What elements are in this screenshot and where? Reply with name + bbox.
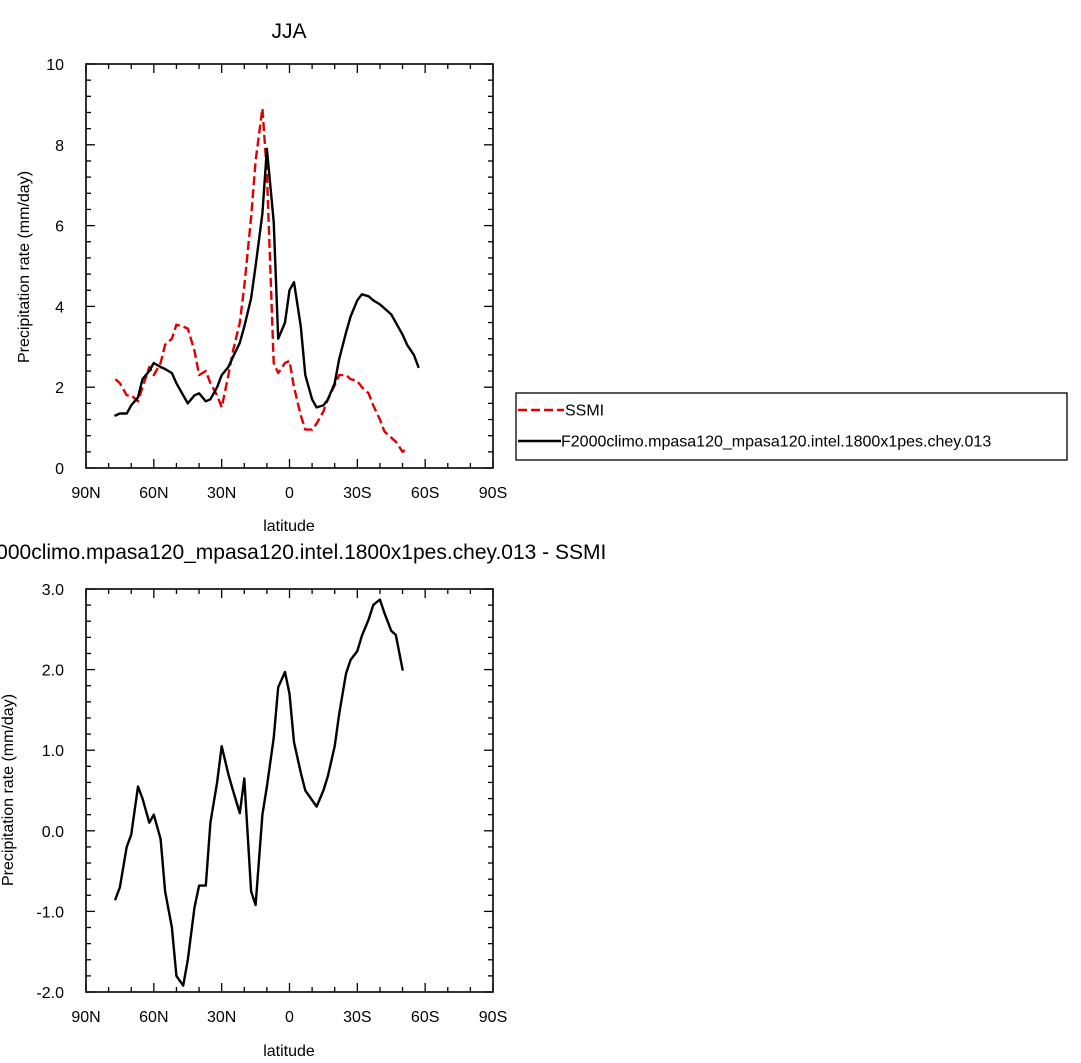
plot-frame xyxy=(85,588,494,993)
y-tick-label: 3.0 xyxy=(42,582,64,599)
y-tick-label: 0 xyxy=(55,461,64,478)
x-tick-label: 0 xyxy=(285,1009,294,1026)
chart-title: F2000climo.mpasa120_mpasa120.intel.1800x… xyxy=(0,541,606,564)
y-tick-label: 0.0 xyxy=(42,824,64,841)
y-tick-label: 8 xyxy=(55,138,64,155)
x-tick-label: 60S xyxy=(411,1009,439,1026)
x-tick-label: 90S xyxy=(479,485,507,502)
x-axis-label: latitude xyxy=(263,518,315,535)
x-tick-label: 90N xyxy=(71,485,100,502)
x-tick-label: 30S xyxy=(343,1009,371,1026)
legend-label-model: F2000climo.mpasa120_mpasa120.intel.1800x… xyxy=(561,434,991,451)
x-tick-label: 30N xyxy=(207,1009,236,1026)
x-tick-label: 60N xyxy=(139,485,168,502)
chart-title: JJA xyxy=(271,20,306,43)
plot-area-top: 90N 60N 30N 0 30S 60S 90S 0 2 4 6 8 10 xyxy=(46,57,507,502)
y-tick-label: 2.0 xyxy=(42,663,64,680)
plot-frame xyxy=(85,63,494,469)
x-tick-label: 60N xyxy=(139,1009,168,1026)
x-axis-label: latitude xyxy=(263,1043,315,1060)
x-tick-label: 90S xyxy=(479,1009,507,1026)
series-line-model xyxy=(114,147,420,417)
y-tick-label: 10 xyxy=(46,57,64,74)
x-tick-label: 60S xyxy=(411,485,439,502)
x-tick-label: 0 xyxy=(285,485,294,502)
legend-label-ssmi: SSMI xyxy=(565,403,604,420)
y-axis-label: Precipitation rate (mm/day) xyxy=(0,694,17,886)
series-line-ssmi xyxy=(114,107,408,453)
x-tick-label: 30S xyxy=(343,485,371,502)
panel-bottom: F2000climo.mpasa120_mpasa120.intel.1800x… xyxy=(0,541,606,1060)
plot-area-bottom: 90N 60N 30N 0 30S 60S 90S -2.0 -1.0 0.0 1.0 2.0 3.0 xyxy=(36,582,507,1026)
y-tick-label: 4 xyxy=(55,299,64,316)
y-tick-label: -1.0 xyxy=(36,904,64,921)
y-tick-label: 6 xyxy=(55,219,64,236)
y-axis-label: Precipitation rate (mm/day) xyxy=(16,171,33,363)
legend: SSMI F2000climo.mpasa120_mpasa120.intel.… xyxy=(515,392,1068,461)
x-tick-label: 90N xyxy=(71,1009,100,1026)
y-tick-label: -2.0 xyxy=(36,985,64,1002)
x-tick-label: 30N xyxy=(207,485,236,502)
series-line-difference xyxy=(114,598,404,987)
y-tick-label: 1.0 xyxy=(42,743,64,760)
legend-box xyxy=(515,392,1068,461)
y-tick-label: 2 xyxy=(55,380,64,397)
